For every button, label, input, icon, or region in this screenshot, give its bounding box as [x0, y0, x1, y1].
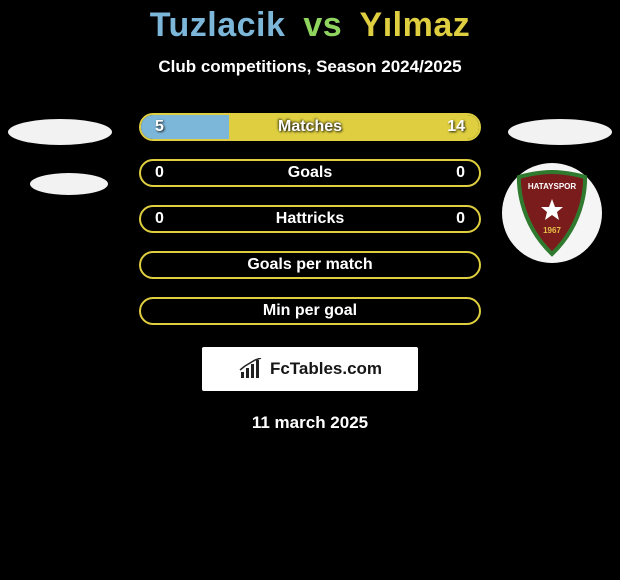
- bar-value-right: 0: [456, 210, 465, 228]
- bar-fill-right: [229, 115, 479, 139]
- site-text: FcTables.com: [270, 359, 382, 379]
- bar-label: Hattricks: [276, 210, 344, 228]
- bar-label: Matches: [278, 118, 342, 136]
- comparison-card: Tuzlacik vs Yılmaz Club competitions, Se…: [0, 0, 620, 433]
- decor-ellipse-right-1: [508, 119, 612, 145]
- date-text: 11 march 2025: [252, 413, 368, 433]
- bar-label: Goals: [288, 164, 332, 182]
- site-box: FcTables.com: [202, 347, 418, 391]
- bar-label: Goals per match: [247, 256, 372, 274]
- title-player2: Yılmaz: [360, 6, 471, 44]
- bar-value-left: 5: [155, 118, 164, 136]
- decor-ellipse-left-2: [30, 173, 108, 195]
- shield-year: 1967: [543, 226, 561, 235]
- bar-value-right: 14: [447, 118, 465, 136]
- middle-region: HATAYSPOR 1967 Matches514Goals00Hattrick…: [0, 113, 620, 325]
- title: Tuzlacik vs Yılmaz: [150, 6, 470, 45]
- stat-bars: Matches 5 14 Goals 0 0 Hattricks 0 0 Goals per ma…: [139, 113, 481, 325]
- decor-ellipse-left-1: [8, 119, 112, 145]
- stat-bar: Goals 0 0: [139, 159, 481, 187]
- bar-value-right: 0: [456, 164, 465, 182]
- stat-bar: Hattricks 0 0: [139, 205, 481, 233]
- stat-bar: Matches 5 14: [139, 113, 481, 141]
- bar-label: Min per goal: [263, 302, 357, 320]
- title-player1: Tuzlacik: [150, 6, 286, 44]
- shield-icon: HATAYSPOR 1967: [513, 169, 591, 257]
- club-badge-right: HATAYSPOR 1967: [502, 163, 602, 263]
- bar-value-left: 0: [155, 210, 164, 228]
- subtitle: Club competitions, Season 2024/2025: [158, 57, 461, 77]
- title-vs: vs: [303, 6, 342, 44]
- shield-label: HATAYSPOR: [528, 182, 577, 191]
- stat-bar: Min per goal: [139, 297, 481, 325]
- bar-value-left: 0: [155, 164, 164, 182]
- stat-bar: Goals per match: [139, 251, 481, 279]
- chart-icon: [238, 358, 264, 380]
